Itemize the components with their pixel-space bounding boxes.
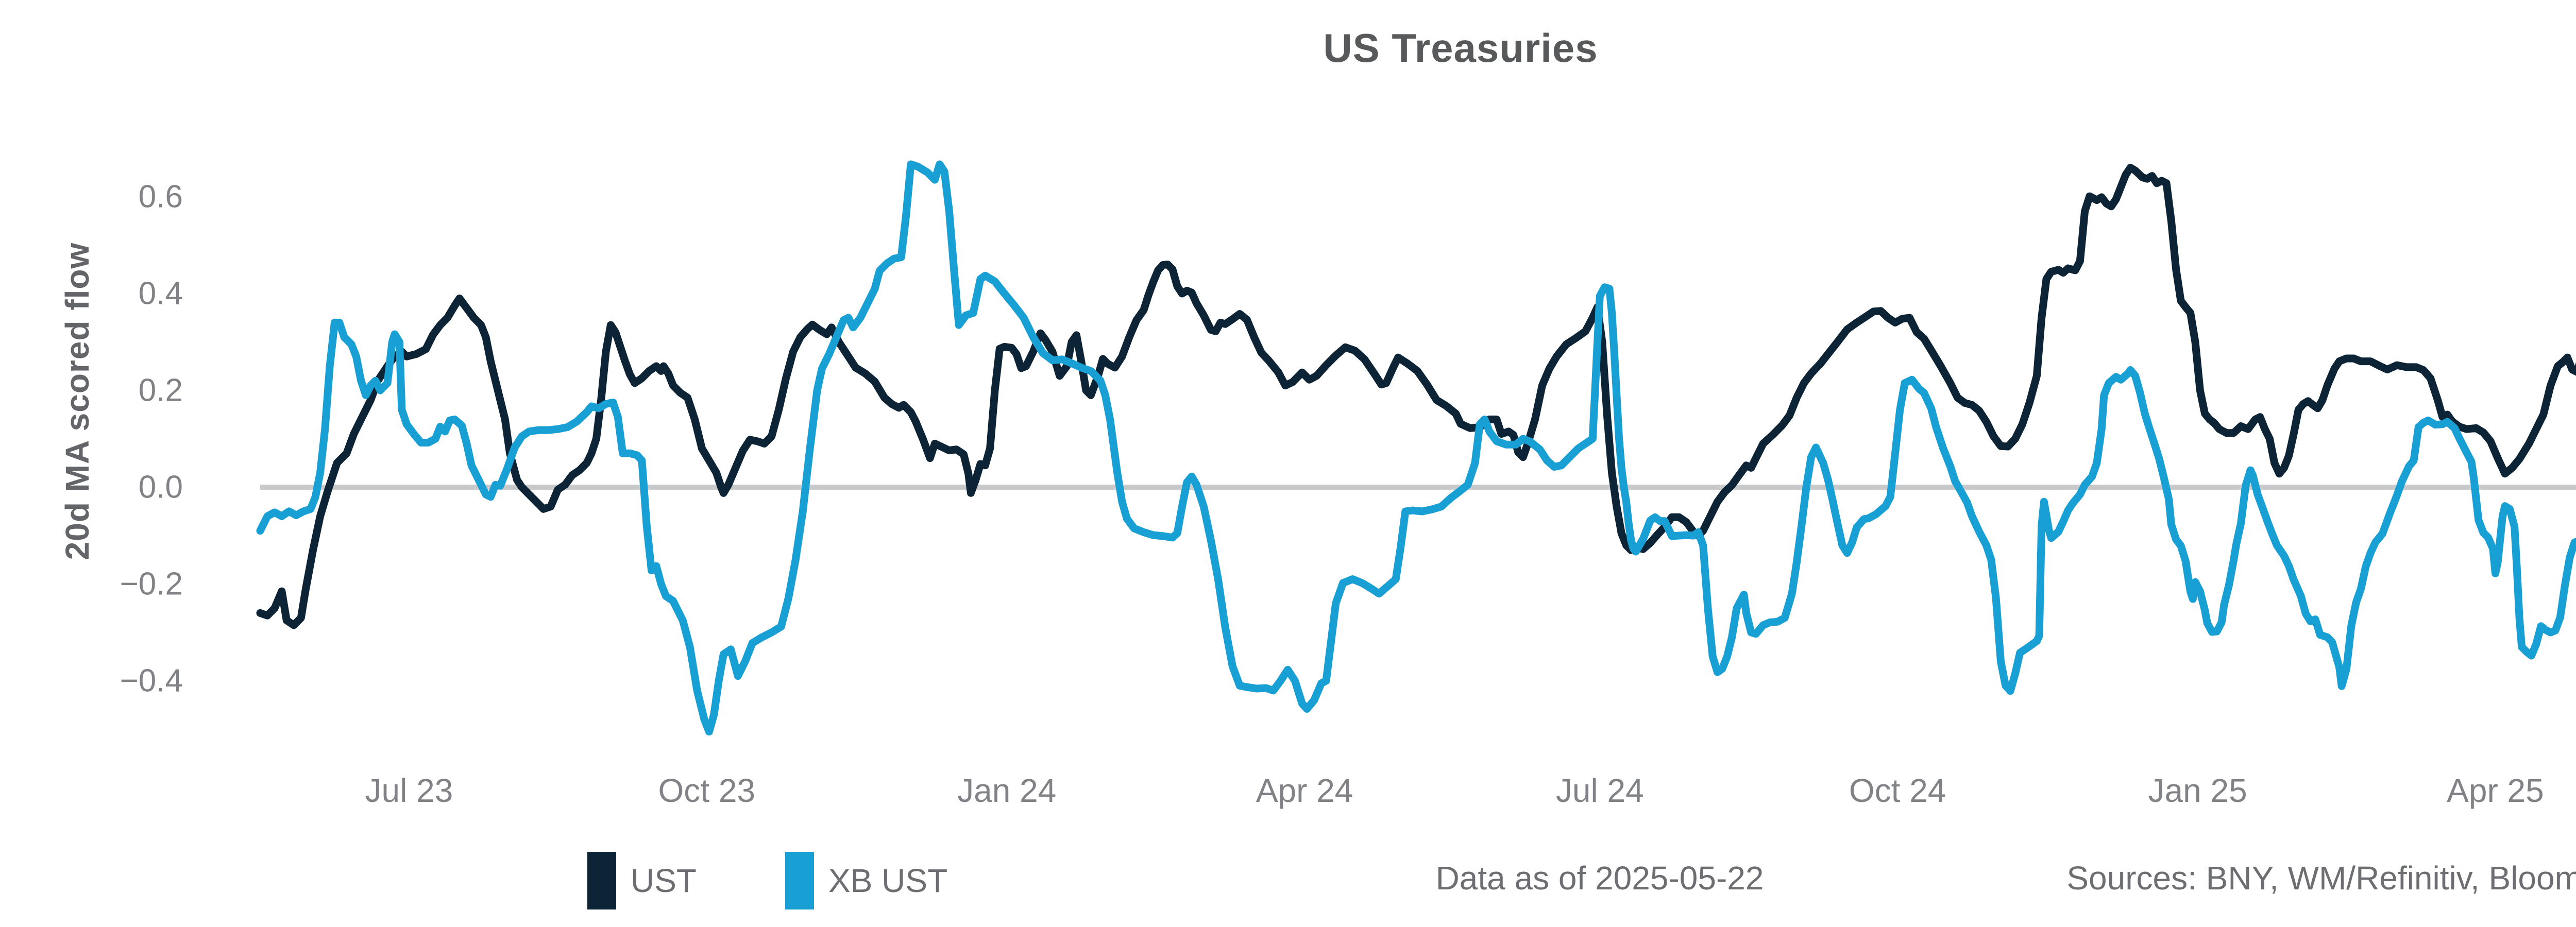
legend-item-xb-ust: XB UST [785,850,1022,912]
y-tick-−0.4: −0.4 [120,663,183,699]
data-as-of-text: Data as of 2025-05-22 [1435,860,1764,897]
x-tick-Apr-25: Apr 25 [2447,772,2544,809]
xb-ust-legend-swatch [785,852,814,909]
x-tick-Jul-24: Jul 24 [1555,772,1644,809]
sources-text: Sources: BNY, WM/Refinitiv, Bloomberg [2066,860,2576,897]
x-tick-Jan-24: Jan 24 [957,772,1057,809]
xb-ust-legend-label: XB UST [828,862,948,899]
xb-ust-line [256,160,2576,736]
ust-legend-label: UST [631,862,697,899]
x-tick-Oct-24: Oct 24 [1849,772,1946,809]
y-tick-0.6: 0.6 [138,179,183,215]
ust-line [256,164,2576,629]
legend-footer-row: UST XB UST Data as of 2025-05-22 Sources… [0,850,2576,922]
y-tick-0.4: 0.4 [138,276,183,312]
y-tick-−0.2: −0.2 [120,566,183,602]
x-tick-Oct-23: Oct 23 [658,772,756,809]
chart-title: US Treasuries [1323,25,1598,71]
y-tick-0.2: 0.2 [138,372,183,408]
legend-item-ust: UST [587,850,773,912]
x-tick-Jul-23: Jul 23 [365,772,453,809]
x-tick-Apr-24: Apr 24 [1256,772,1353,809]
y-tick-0.0: 0.0 [138,469,183,505]
x-tick-Jan-25: Jan 25 [2148,772,2247,809]
ust-legend-swatch [587,852,616,909]
